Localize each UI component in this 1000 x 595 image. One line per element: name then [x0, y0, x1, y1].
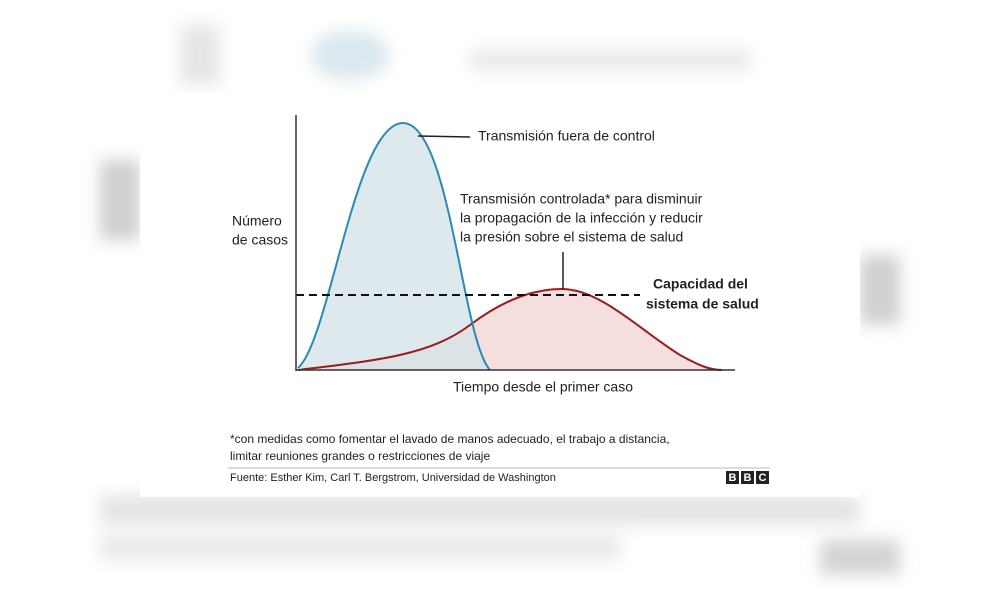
uncontrolled-curve — [297, 121, 491, 371]
logo-letter: C — [759, 472, 767, 484]
bbc-logo: B B C — [726, 471, 769, 484]
footnote: limitar reuniones grandes o restriccione… — [230, 449, 490, 463]
x-axis-label: Tiempo desde el primer caso — [453, 379, 633, 395]
source: Fuente: Esther Kim, Carl T. Bergstrom, U… — [230, 472, 556, 484]
y-axis-label: Número — [232, 213, 282, 229]
uncontrolled-area — [298, 123, 490, 370]
annotation: Transmisión controlada* para disminuir — [460, 191, 703, 207]
logo-letter: B — [744, 472, 752, 484]
capacity-label: Capacidad del — [653, 276, 748, 292]
chart-card — [140, 93, 860, 497]
blurred-background — [100, 25, 900, 575]
logo-letter: B — [729, 472, 737, 484]
controlled-area — [298, 289, 722, 370]
annotation: la presión sobre el sistema de salud — [460, 229, 683, 245]
annotation: la propagación de la infección y reducir — [460, 210, 703, 226]
controlled-curve — [297, 287, 723, 371]
y-axis-label: de casos — [232, 232, 288, 248]
annotation: Transmisión fuera de control — [478, 128, 655, 144]
leader-line — [417, 135, 471, 138]
capacity-label: sistema de salud — [646, 296, 759, 312]
footnote: *con medidas como fomentar el lavado de … — [230, 432, 670, 446]
